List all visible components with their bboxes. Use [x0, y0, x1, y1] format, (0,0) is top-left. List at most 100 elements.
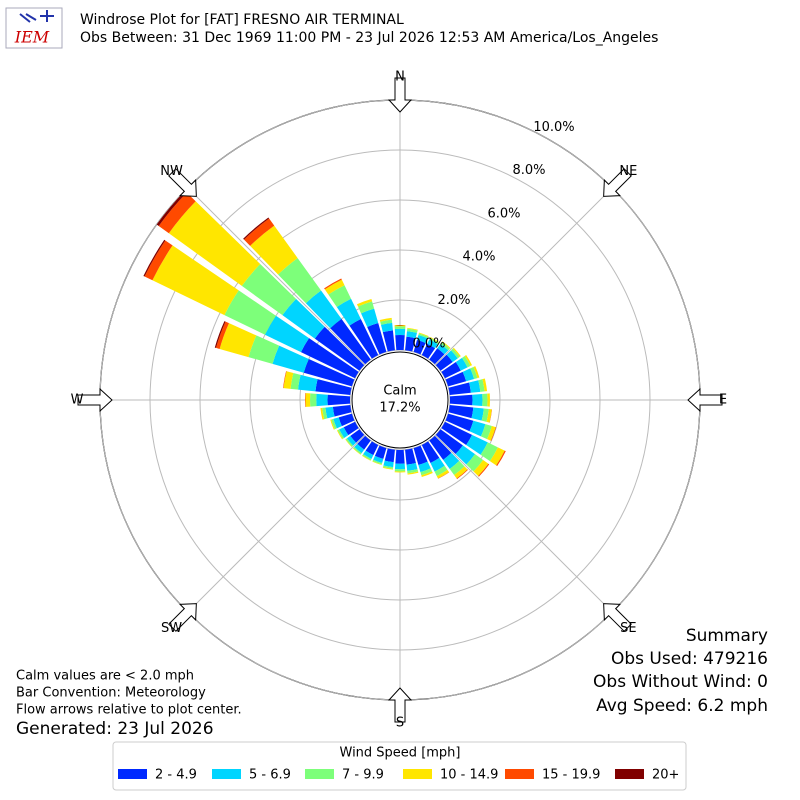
bar-segment	[337, 429, 345, 439]
bar-segment	[449, 394, 473, 406]
bar-segment	[437, 472, 450, 479]
bar-segment	[435, 429, 463, 455]
bar-segment	[448, 405, 474, 419]
bar-segment	[350, 429, 365, 443]
bar-segment	[496, 450, 506, 467]
bar-segment	[418, 332, 429, 337]
bar-segment	[480, 442, 498, 462]
bar-segment	[365, 441, 379, 456]
bar-segment	[362, 455, 371, 461]
bar-segment	[343, 421, 359, 436]
bar-segment	[362, 454, 372, 461]
r-tick-label: 0.0%	[412, 336, 445, 351]
r-tick-label: 4.0%	[462, 250, 495, 265]
bar-segment	[333, 417, 342, 429]
bar-segment	[427, 339, 438, 349]
bar-segment	[283, 371, 287, 389]
r-tick-label: 6.0%	[487, 206, 520, 221]
flow-arrow	[603, 603, 632, 632]
legend-label: 5 - 6.9	[249, 768, 291, 783]
bar-segment	[330, 318, 371, 365]
bar-segment	[345, 438, 354, 447]
flow-arrow	[687, 387, 723, 413]
bar-segment	[305, 290, 342, 329]
bar-segment	[435, 354, 453, 371]
summary: Avg Speed: 6.2 mph	[596, 696, 768, 716]
note: Flow arrows relative to plot center.	[16, 703, 242, 718]
bar-segment	[305, 393, 306, 407]
spoke	[187, 435, 365, 613]
summary: Obs Used: 479216	[611, 649, 768, 669]
bar-segment	[430, 457, 445, 472]
calm-value: 17.2%	[379, 401, 420, 416]
grid-ring	[199, 199, 601, 601]
bar-segment	[462, 356, 471, 368]
bar-segment	[405, 448, 416, 465]
generated: Generated: 23 Jul 2026	[16, 719, 214, 739]
bar-segment	[298, 374, 318, 392]
bar-segment	[363, 450, 374, 459]
bar-segment	[446, 350, 458, 362]
chart-title: Windrose Plot for [FAT] FRESNO AIR TERMI…	[80, 12, 404, 28]
bar-segment	[406, 463, 418, 471]
logo-text: IEM	[14, 28, 50, 47]
bar-segment	[473, 366, 480, 379]
bar-segment	[357, 301, 375, 314]
direction-label: E	[719, 393, 727, 408]
spoke	[187, 187, 365, 365]
bar-segment	[481, 408, 489, 422]
bar-segment	[394, 463, 406, 470]
bar-segment	[352, 448, 361, 455]
logo-frame	[5, 7, 63, 49]
bar-segment	[413, 445, 428, 465]
flow-arrow	[603, 168, 632, 197]
grid-ring	[149, 149, 651, 651]
bar-segment	[250, 225, 298, 275]
bar-segment	[441, 362, 461, 379]
bar-segment	[324, 278, 342, 290]
legend: 2 - 4.9 5 - 6.9 7 - 9.9 10 - 14.9 15 - 19.9 2…	[118, 768, 679, 783]
direction-label: SE	[620, 621, 636, 636]
bar-segment	[395, 449, 405, 464]
bar-segment	[454, 466, 468, 479]
bar-segment	[440, 342, 450, 351]
bar-segment	[380, 322, 393, 333]
bar-segment	[448, 382, 471, 395]
bar-segment	[374, 445, 387, 459]
bar-segment	[406, 331, 417, 339]
bar-segment	[367, 323, 387, 355]
bar-segment	[383, 465, 394, 469]
legend-label: 20+	[652, 768, 679, 783]
bar-segment	[489, 447, 505, 466]
bar-segment	[469, 380, 481, 393]
bar-segment	[394, 469, 406, 472]
bar-segment	[283, 371, 294, 389]
bar-segment	[469, 420, 486, 437]
bar-segment	[421, 343, 436, 359]
flow-arrow	[168, 168, 197, 197]
legend-label: 2 - 4.9	[155, 768, 197, 783]
bar-segment	[429, 337, 439, 345]
logo-icon	[19, 10, 54, 23]
bar-segment	[372, 459, 383, 465]
bar-segment	[384, 448, 395, 463]
bar-segment	[421, 441, 440, 464]
note: Bar Convention: Meteorology	[16, 686, 206, 701]
bar-segment	[394, 325, 406, 327]
bar-segment	[152, 245, 239, 316]
bar-segment	[357, 435, 371, 450]
calm-label: Calm	[383, 384, 416, 399]
bar-segment	[214, 321, 226, 348]
bar-segment	[490, 427, 497, 441]
bar-segment	[462, 368, 475, 382]
bar-segment	[243, 217, 270, 240]
bar-segment	[441, 341, 451, 349]
bar-segment	[455, 357, 468, 371]
bar-segment	[430, 336, 440, 343]
legend-label: 15 - 19.9	[542, 768, 600, 783]
r-tick-label: 10.0%	[533, 120, 574, 135]
summary: Summary	[686, 626, 768, 646]
bar-segment	[434, 465, 448, 477]
legend-box	[112, 741, 687, 791]
